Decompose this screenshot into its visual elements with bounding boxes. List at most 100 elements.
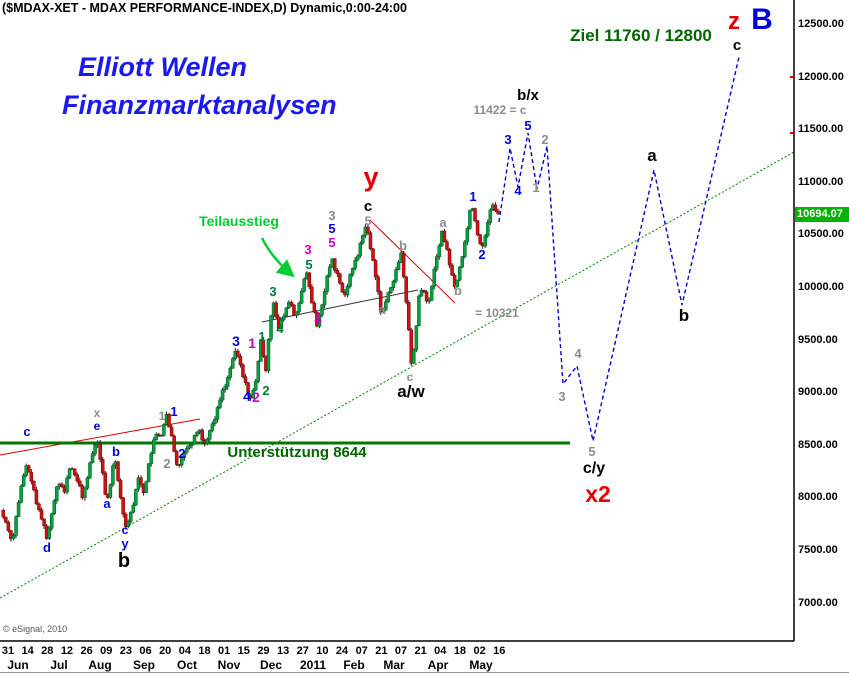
annotation-c: c [406,370,414,384]
candlestick [126,521,130,527]
candlestick [483,235,487,247]
candlestick [284,307,289,317]
candlestick [55,486,59,501]
annotation-2: 2 [163,456,171,471]
date-tick-label: 12 [60,645,74,657]
annotation-5: 5 [328,235,336,250]
candlestick [384,301,388,311]
date-tick-label: 21 [414,645,427,657]
annotation-2: 2 [478,247,486,262]
candlestick [98,442,102,460]
candlestick [241,364,245,378]
candlestick [75,474,79,482]
annotation-a: a [647,146,657,165]
candlestick [322,291,327,306]
date-tick-label: 13 [276,645,290,657]
candlestick [32,480,36,491]
candlestick [34,489,39,505]
red-declining-line [369,219,456,304]
annotation-y: y [121,536,129,551]
price-tick-label: 10000.00 [798,281,844,293]
candlestick [118,480,123,498]
annotation-1: 1 [469,189,477,204]
annotation-1: 1 [248,335,256,351]
candlestick [49,513,54,529]
candlestick [243,376,248,383]
date-tick-label: 21 [375,645,388,657]
candlestick [327,266,332,277]
candlestick [37,503,41,511]
candlestick [437,245,442,257]
annotation-5: 5 [524,118,532,133]
candlestick [151,439,156,454]
annotation-a: a [378,302,386,317]
annotation-5: 5 [305,257,313,272]
annotation-c: c [121,523,129,537]
candlestick [52,500,57,514]
candlestick [325,275,329,292]
candlestick [11,535,16,539]
annotation-4: 4 [276,321,284,336]
candlestick [355,255,360,261]
annotation-3: 3 [269,284,277,299]
candlestick [488,209,493,223]
candlestick [317,314,322,327]
month-label: Mar [383,658,405,672]
candlestick [134,488,138,506]
annotation-5: 5 [588,444,596,459]
annotation-b: b [112,444,120,459]
brand-line2: Finanzmarktanalysen [62,90,337,120]
candlestick [396,261,401,271]
candlestick [85,477,90,489]
candlestick [292,304,296,316]
candlestick [368,232,373,250]
date-tick-label: 18 [198,645,211,657]
candlestick [307,272,312,288]
price-tick-label: 8000.00 [798,491,838,503]
annotation-z: z [728,8,740,35]
date-tick-label: 27 [296,645,309,657]
candlestick [200,429,204,441]
price-tick-label: 11500.00 [798,123,844,135]
candlestick [297,302,301,313]
date-tick-label: 29 [257,645,270,657]
annotation-3: 3 [558,389,566,404]
candlestick [100,459,105,474]
candlestick [401,252,406,278]
price-tick-label: 10500.00 [798,228,844,240]
candlestick [4,516,8,523]
month-label: Oct [176,658,198,672]
candlestick [65,477,69,493]
annotation--10321: = 10321 [475,306,519,320]
candlestick [312,302,317,313]
annotation-4: 4 [514,183,522,198]
candlestick [213,419,217,425]
candlestick [345,286,350,296]
date-tick-label: 15 [237,645,250,657]
candlestick [442,230,447,242]
price-tick-label: 7000.00 [798,597,838,609]
date-tick-label: 10 [316,645,329,657]
candlestick [266,339,271,372]
candlestick [435,256,439,270]
annotation-4: 4 [574,346,582,361]
candlestick [123,513,128,527]
candlestick [381,309,385,313]
candlestick [129,511,133,522]
annotation-c: c [732,37,742,54]
annotation-1: 1 [532,180,540,195]
annotation-y: y [363,162,379,192]
annotation-a-w: a/w [397,382,425,401]
candlestick [253,380,258,391]
candlestick [116,461,120,481]
candlestick [353,259,357,269]
candlestick [67,468,72,479]
candlestick [238,355,243,366]
candlestick [279,319,283,330]
candlestick [90,453,95,463]
candlestick [455,279,459,287]
month-label: 2011 [299,658,327,672]
annotation-2: 2 [541,132,549,147]
chart-title: ($MDAX-XET - MDAX PERFORMANCE-INDEX,D) D… [2,1,407,15]
candlestick [378,291,383,313]
